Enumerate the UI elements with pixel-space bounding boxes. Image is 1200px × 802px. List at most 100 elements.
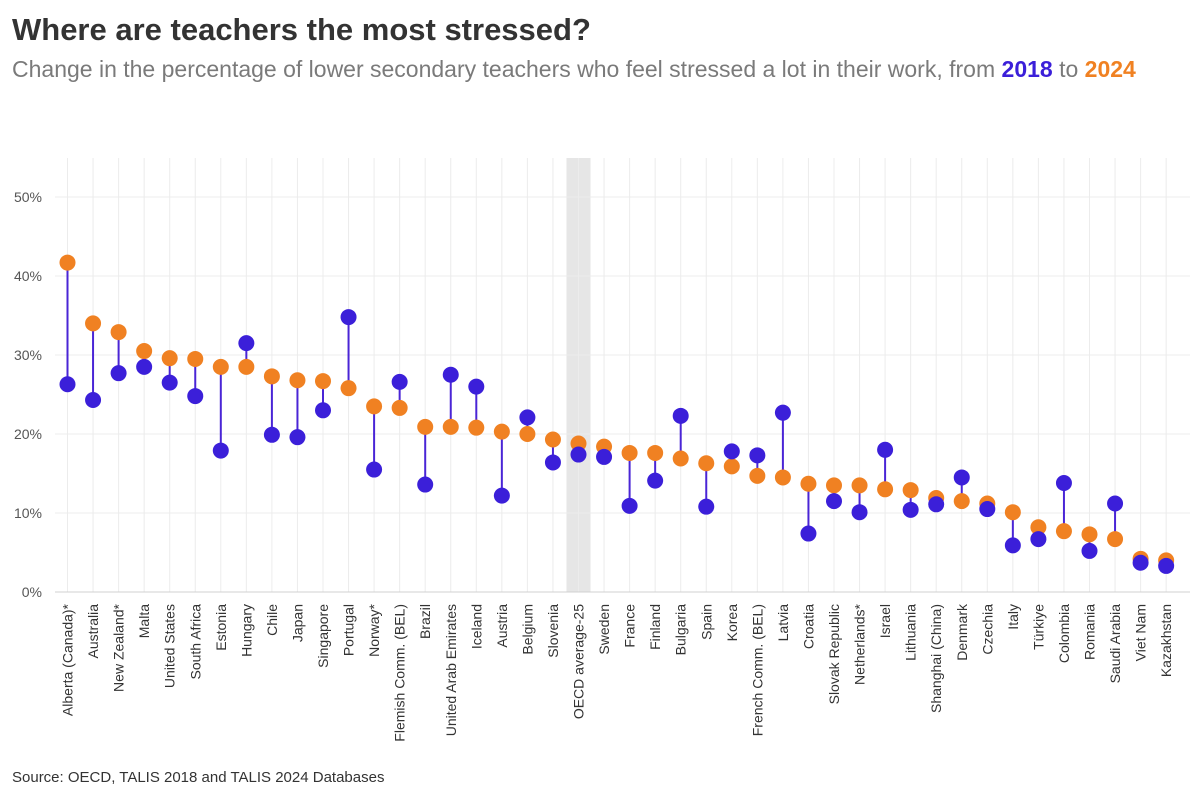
dot-2018 (366, 461, 383, 478)
x-category-label: Chile (264, 604, 280, 636)
dot-2024 (672, 450, 689, 467)
x-category-label: Latvia (775, 604, 791, 642)
dot-2018 (519, 409, 536, 426)
dot-2024 (59, 254, 76, 271)
x-category-label: OECD average-25 (571, 604, 587, 719)
x-category-label: Shanghai (China) (928, 604, 944, 713)
dot-2024 (391, 399, 408, 416)
dot-2018 (442, 366, 459, 383)
chart-subtitle: Change in the percentage of lower second… (12, 54, 1188, 85)
dot-2024 (110, 324, 127, 341)
x-category-label: Israel (877, 604, 893, 638)
dot-2018 (391, 373, 408, 390)
x-category-label: France (622, 604, 638, 648)
x-category-label: Austria (494, 604, 510, 648)
dot-2018 (85, 392, 102, 409)
x-category-label: Singapore (315, 604, 331, 668)
dot-2024 (493, 423, 510, 440)
dot-2024 (749, 467, 766, 484)
dot-2018 (493, 487, 510, 504)
x-category-label: Slovenia (545, 604, 561, 658)
dot-2018 (826, 493, 842, 510)
dot-2018 (851, 504, 868, 521)
dot-2024 (800, 475, 817, 492)
dot-2018 (161, 374, 178, 391)
dot-2018 (263, 426, 280, 443)
x-category-label: Lithuania (903, 604, 919, 661)
dot-2018 (698, 498, 715, 515)
x-category-label: Kazakhstan (1158, 604, 1174, 677)
dot-2024 (136, 343, 153, 360)
x-category-label: Finland (647, 604, 663, 650)
y-tick-label: 40% (14, 268, 42, 284)
dot-2018 (647, 472, 664, 489)
x-category-label: Bulgaria (673, 604, 689, 656)
dot-2024 (647, 444, 664, 461)
dot-2024 (519, 426, 536, 442)
x-category-label: Hungary (238, 604, 254, 657)
x-category-label: United States (162, 604, 178, 688)
y-tick-label: 10% (14, 505, 42, 521)
dot-2024 (468, 419, 485, 436)
source-note: Source: OECD, TALIS 2018 and TALIS 2024 … (12, 769, 385, 786)
x-category-label: New Zealand* (111, 603, 127, 691)
dot-2024 (877, 481, 894, 498)
dot-2024 (723, 458, 740, 475)
dot-2018 (59, 376, 76, 393)
dot-2018 (544, 454, 561, 471)
dot-2018 (902, 501, 919, 518)
dot-2018 (1004, 537, 1021, 554)
dot-2018 (928, 496, 945, 513)
dot-2024 (851, 477, 868, 494)
dot-2024 (161, 350, 178, 367)
dot-2018 (749, 447, 766, 464)
dot-2024 (417, 418, 434, 435)
dot-2018 (1030, 531, 1047, 548)
x-category-label: Netherlands* (852, 603, 868, 684)
x-category-label: Türkiye (1030, 604, 1046, 650)
x-category-label: Spain (698, 604, 714, 640)
dot-2018 (468, 378, 485, 395)
dot-2024 (902, 482, 919, 499)
x-category-label: Norway* (366, 603, 382, 656)
y-tick-label: 0% (22, 584, 42, 600)
dot-2018 (289, 429, 306, 446)
dot-2024 (263, 368, 280, 385)
x-category-label: Czechia (979, 604, 995, 655)
dot-2024 (85, 315, 102, 332)
dot-2024 (1055, 523, 1072, 540)
dot-2018 (570, 446, 587, 463)
dot-2024 (953, 493, 970, 510)
x-category-label: Denmark (954, 603, 970, 661)
dot-2024 (238, 358, 255, 375)
dot-2024 (1107, 531, 1124, 548)
dot-2018 (672, 407, 689, 424)
dot-2018 (1158, 557, 1175, 574)
dot-2024 (187, 350, 204, 367)
dot-2018 (110, 365, 127, 382)
y-tick-label: 20% (14, 426, 42, 442)
dot-2024 (366, 398, 383, 415)
dot-2018 (774, 404, 791, 421)
dot-2024 (621, 444, 638, 461)
x-category-label: Korea (724, 604, 740, 642)
dot-2024 (442, 418, 459, 435)
dot-2018 (1107, 495, 1124, 512)
x-category-label: Iceland (468, 604, 484, 649)
x-category-label: Sweden (596, 604, 612, 655)
dot-2018 (315, 402, 331, 419)
x-category-label: Flemish Comm. (BEL) (392, 604, 408, 742)
x-category-label: Italy (1005, 604, 1021, 630)
chart-title: Where are teachers the most stressed? (12, 12, 591, 47)
dot-2018 (136, 358, 153, 375)
x-category-label: Romania (1082, 604, 1098, 660)
subtitle-text: Change in the percentage of lower second… (12, 56, 1002, 82)
dot-2024 (774, 469, 791, 486)
dot-2024 (544, 431, 561, 448)
x-category-label: Alberta (Canada)* (60, 603, 76, 716)
dot-2024 (826, 477, 842, 494)
dot-2018 (723, 443, 740, 460)
dot-2024 (289, 372, 306, 389)
dot-2024 (698, 455, 715, 472)
